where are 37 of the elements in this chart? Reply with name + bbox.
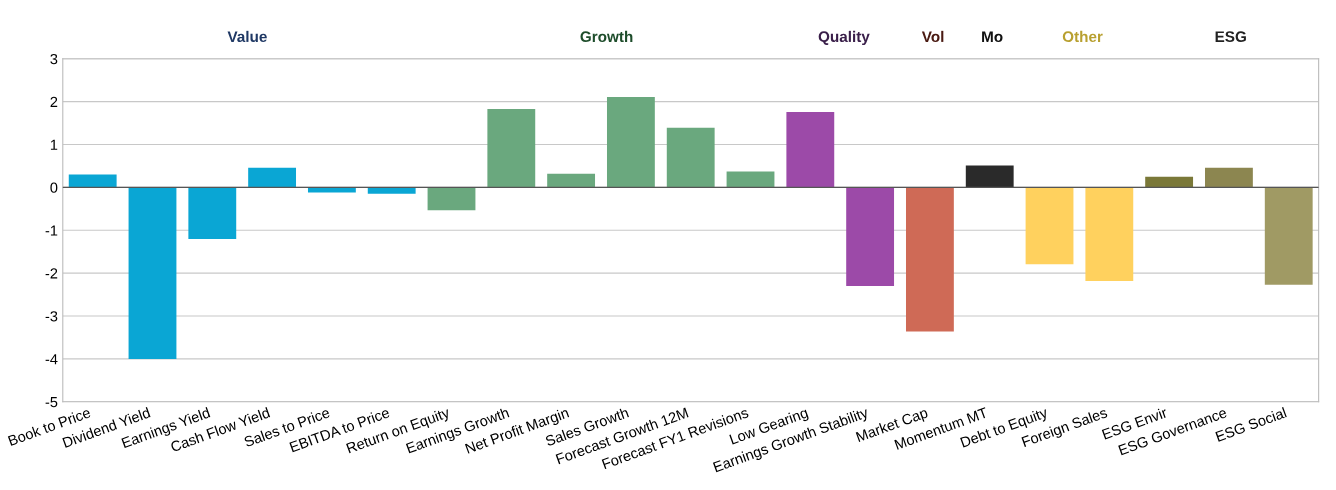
bar: [1025, 187, 1074, 265]
bar: [666, 127, 715, 188]
bar: [1264, 187, 1313, 285]
y-tick-label: -3: [45, 311, 58, 322]
text: ESG: [1215, 31, 1246, 43]
y-tick-label: 1: [50, 139, 58, 150]
bar: [307, 187, 356, 193]
bar: [786, 111, 835, 188]
y-tick-label: 3: [50, 53, 58, 65]
bar: [547, 173, 596, 188]
y-tick-label: -1: [45, 225, 58, 236]
y-tick-label: 0: [50, 182, 58, 193]
text: Mo: [982, 31, 1003, 43]
bar: [846, 187, 895, 287]
text: Quality: [818, 30, 870, 46]
bar: [1145, 176, 1194, 188]
bar: [906, 187, 954, 332]
bar: [367, 187, 416, 194]
bar: [427, 187, 476, 211]
bar: [606, 96, 655, 188]
bar: [128, 187, 177, 359]
text: Value: [227, 30, 267, 43]
y-tick-label: 2: [50, 96, 58, 107]
bar: [726, 171, 775, 188]
text: Vol: [921, 30, 944, 43]
text: Other: [1062, 30, 1103, 43]
text: Growth: [580, 30, 633, 43]
bar: [1205, 167, 1253, 188]
y-tick-label: -2: [45, 268, 58, 279]
bar: [248, 167, 297, 188]
bar: [965, 165, 1014, 188]
bar: [68, 174, 117, 188]
y-tick-label: -4: [45, 354, 58, 365]
y-tick-label: -5: [45, 397, 58, 408]
bar: [188, 187, 237, 239]
bar: [1085, 187, 1134, 281]
bar: [487, 108, 536, 188]
